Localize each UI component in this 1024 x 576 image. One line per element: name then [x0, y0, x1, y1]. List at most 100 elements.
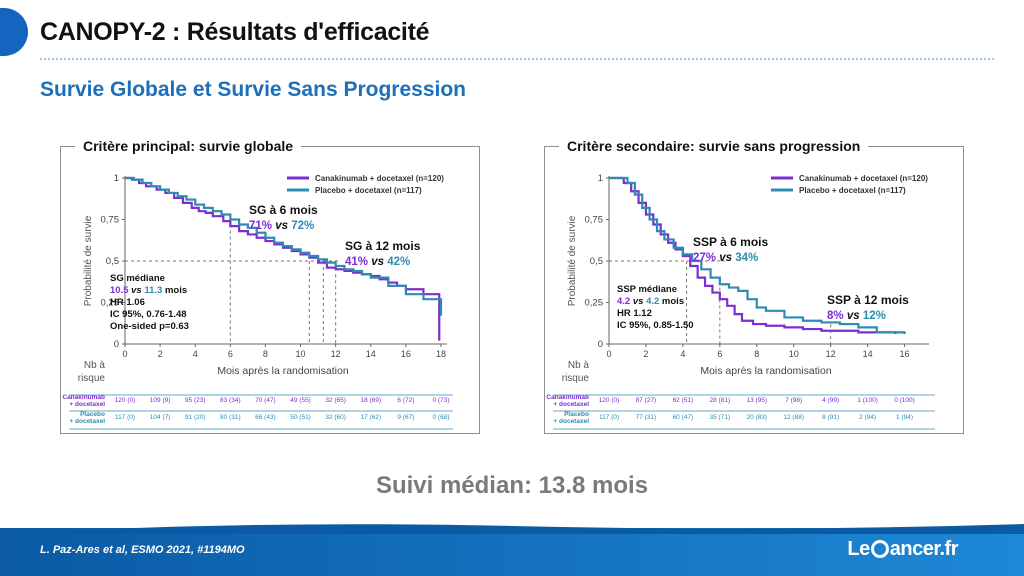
risk-cell: 109 (9): [150, 397, 171, 404]
logo-text-pre: Le: [847, 538, 870, 560]
median-stat-line: HR 1.06: [110, 297, 145, 308]
x-tick-label: 14: [863, 349, 873, 359]
y-tick-label: 0,25: [585, 298, 604, 309]
x-axis-label: Mois après la randomisation: [700, 365, 831, 377]
footer-bar: [0, 524, 1024, 576]
landmark-12-title: SSP à 12 mois: [827, 293, 909, 307]
x-tick-label: 6: [717, 349, 722, 359]
risk-cell: 1 (94): [896, 414, 913, 421]
median-title: SG médiane: [110, 273, 165, 284]
risk-cell: 66 (43): [255, 414, 276, 421]
risk-row-name: Placebo + docetaxel: [553, 411, 589, 425]
y-tick-label: 0,75: [585, 215, 604, 226]
risk-table-label: Nb à risque: [78, 360, 106, 384]
os-chart-panel: Critère principal: survie globale 0 0,25 0…: [60, 138, 480, 434]
risk-cell: 120 (0): [115, 397, 136, 404]
risk-row-name: Canakinumab + docetaxel: [62, 394, 105, 408]
risk-cell: 32 (65): [325, 397, 346, 404]
x-tick-label: 4: [680, 349, 685, 359]
x-axis-label: Mois après la randomisation: [217, 365, 348, 377]
risk-cell: 9 (67): [397, 414, 414, 421]
landmark-12-values: 8% vs 12%: [827, 310, 886, 322]
legend-label: Placebo + docetaxel (n=117): [315, 186, 422, 195]
landmark-6-values: 71% vs 72%: [249, 220, 314, 232]
median-title: SSP médiane: [617, 284, 677, 295]
pfs-chart-panel: Critère secondaire: survie sans progress…: [544, 138, 964, 434]
x-tick-label: 14: [366, 349, 376, 359]
risk-cell: 13 (95): [746, 397, 767, 404]
risk-cell: 2 (94): [859, 414, 876, 421]
risk-cell: 0 (68): [433, 414, 450, 421]
y-axis-label: Probabilité de survie: [567, 215, 578, 306]
landmark-6-values: 27% vs 34%: [693, 252, 758, 264]
citation: L. Paz-Ares et al, ESMO 2021, #1194MO: [40, 544, 245, 556]
y-tick-label: 0,25: [101, 298, 120, 309]
risk-cell: 35 (71): [710, 414, 731, 421]
risk-cell: 70 (47): [255, 397, 276, 404]
risk-cell: 28 (81): [710, 397, 731, 404]
risk-cell: 0 (100): [894, 397, 915, 404]
y-tick-label: 1: [114, 173, 119, 184]
x-tick-label: 2: [158, 349, 163, 359]
risk-cell: 80 (31): [220, 414, 241, 421]
risk-cell: 83 (34): [220, 397, 241, 404]
risk-cell: 50 (51): [290, 414, 311, 421]
risk-cell: 1 (100): [857, 397, 878, 404]
median-stat-line: HR 1.12: [617, 308, 652, 319]
y-tick-label: 0: [114, 339, 119, 350]
risk-cell: 95 (23): [185, 397, 206, 404]
risk-table-label: Nb à risque: [562, 360, 590, 384]
x-tick-label: 18: [436, 349, 446, 359]
x-tick-label: 8: [263, 349, 268, 359]
risk-row-name: Canakinumab + docetaxel: [546, 394, 589, 408]
legend-label: Placebo + docetaxel (n=117): [799, 186, 906, 195]
legend-label: Canakinumab + docetaxel (n=120): [799, 174, 928, 183]
risk-cell: 87 (27): [636, 397, 657, 404]
median-stat-line: One-sided p=0.63: [110, 321, 189, 332]
risk-cell: 62 (51): [673, 397, 694, 404]
x-tick-label: 16: [401, 349, 411, 359]
x-tick-label: 12: [331, 349, 341, 359]
slide-subtitle: Survie Globale et Survie Sans Progressio…: [40, 78, 466, 101]
landmark-6-title: SSP à 6 mois: [693, 235, 768, 249]
x-tick-label: 10: [789, 349, 799, 359]
x-tick-label: 4: [193, 349, 198, 359]
risk-cell: 60 (47): [673, 414, 694, 421]
risk-cell: 17 (62): [360, 414, 381, 421]
pfs-chart-title: Critère secondaire: survie sans progress…: [559, 138, 869, 154]
median-followup: Suivi médian: 13.8 mois: [375, 472, 649, 499]
lecancer-logo[interactable]: Le ancer.fr: [847, 538, 958, 561]
placebo-curve: [125, 176, 443, 316]
logo-c-icon: [870, 540, 889, 558]
risk-row-name: Placebo + docetaxel: [69, 411, 105, 425]
placebo-curve: [609, 176, 906, 335]
median-values: 4.2 vs 4.2 mois: [617, 296, 684, 307]
median-stat-line: IC 95%, 0.85-1.50: [617, 320, 694, 331]
y-tick-label: 0: [598, 339, 603, 350]
corner-accent: [0, 8, 28, 56]
risk-cell: 120 (0): [599, 397, 620, 404]
risk-cell: 20 (83): [746, 414, 767, 421]
canakinumab-curve: [609, 176, 897, 335]
risk-cell: 18 (69): [360, 397, 381, 404]
y-tick-label: 1: [598, 173, 603, 184]
median-values: 10.5 vs 11.3 mois: [110, 285, 187, 296]
y-tick-label: 0,5: [590, 256, 603, 267]
landmark-12-title: SG à 12 mois: [345, 239, 421, 253]
x-tick-label: 12: [826, 349, 836, 359]
risk-cell: 104 (7): [150, 414, 171, 421]
x-tick-label: 16: [900, 349, 910, 359]
slide-title: CANOPY-2 : Résultats d'efficacité: [40, 18, 430, 46]
risk-cell: 49 (55): [290, 397, 311, 404]
risk-cell: 77 (31): [636, 414, 657, 421]
os-chart-title: Critère principal: survie globale: [75, 138, 302, 154]
legend-label: Canakinumab + docetaxel (n=120): [315, 174, 444, 183]
x-tick-label: 2: [643, 349, 648, 359]
risk-cell: 91 (20): [185, 414, 206, 421]
x-tick-label: 10: [296, 349, 306, 359]
risk-cell: 32 (60): [325, 414, 346, 421]
risk-cell: 4 (99): [822, 397, 839, 404]
risk-cell: 8 (91): [822, 414, 839, 421]
